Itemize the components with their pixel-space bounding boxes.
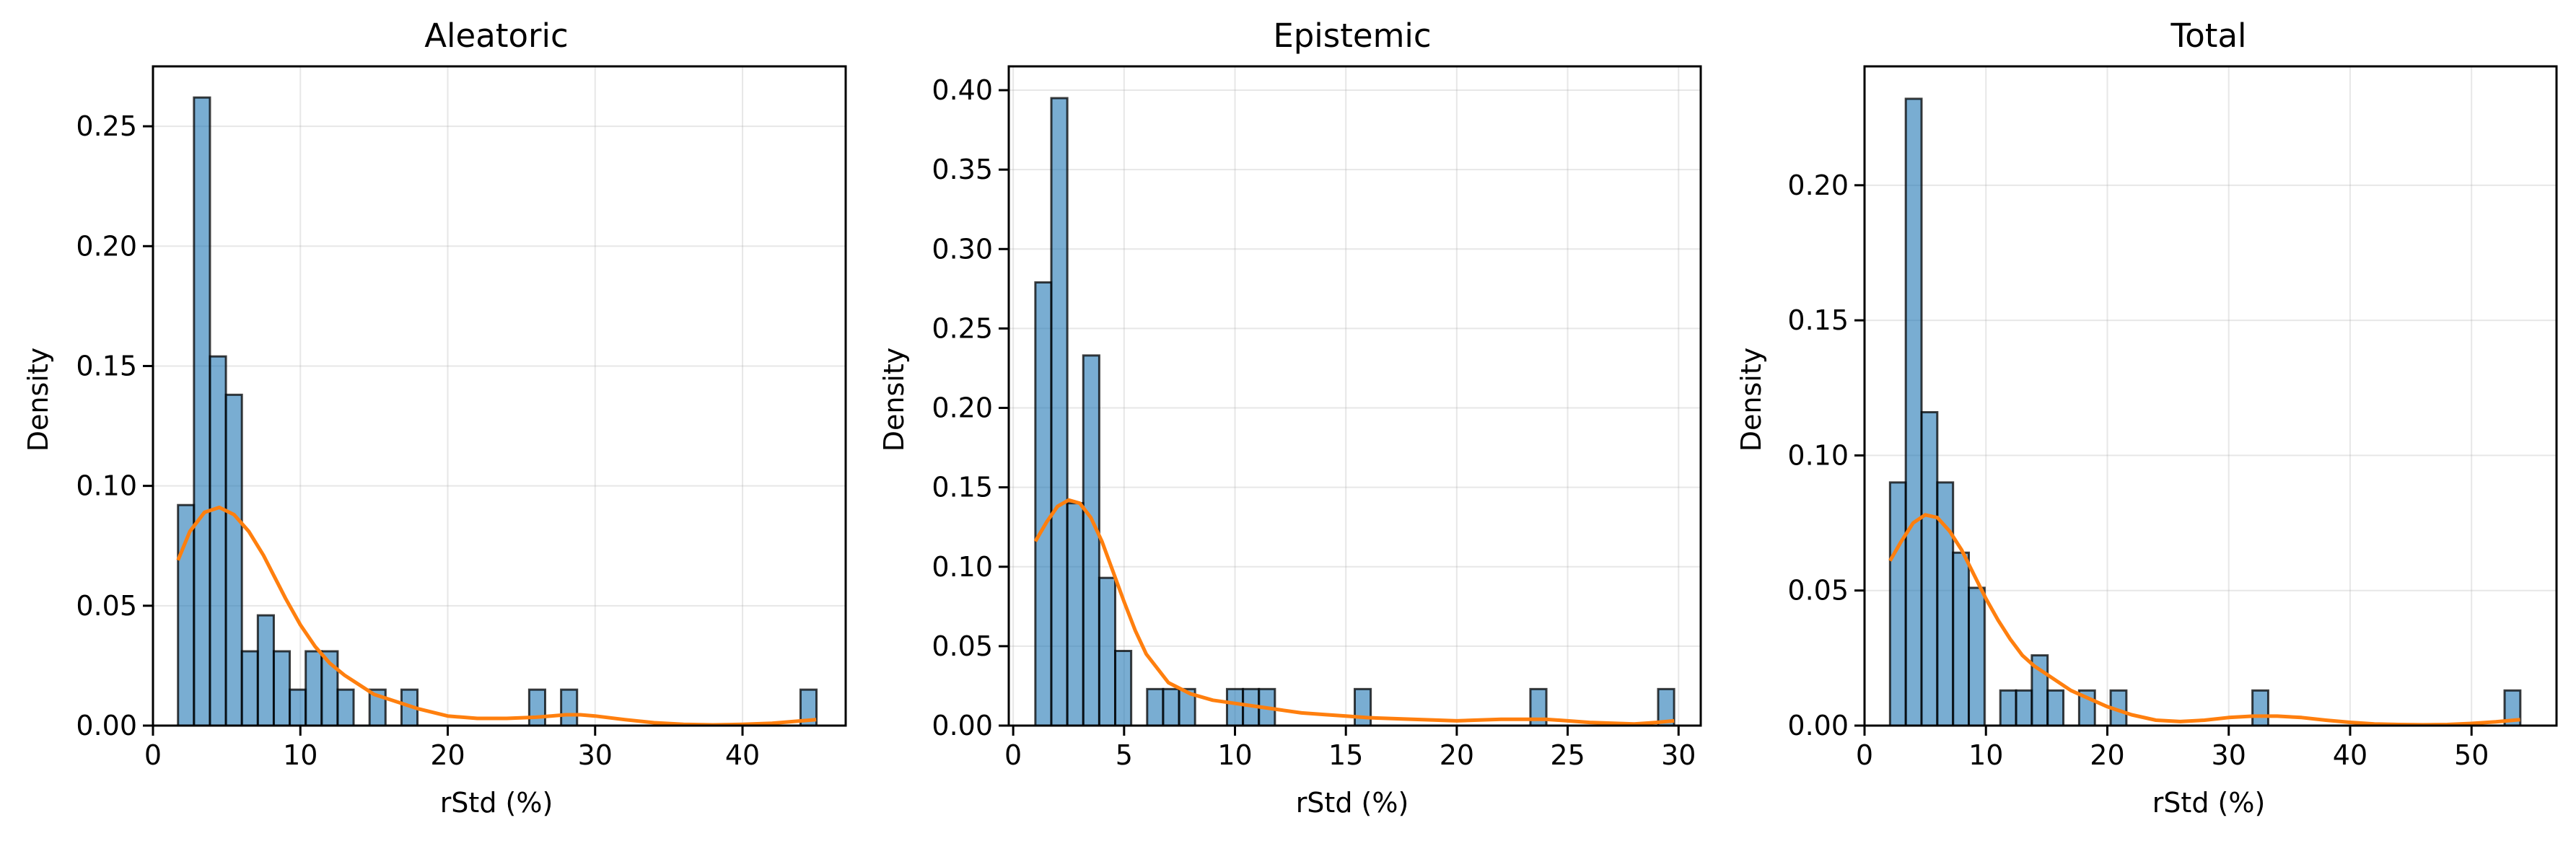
x-tick-label: 0 (1856, 739, 1873, 771)
axes-frame (1863, 65, 2558, 727)
x-tick-label: 0 (1004, 739, 1022, 771)
x-tick-label: 10 (1968, 739, 2003, 771)
y-tick-label: 0.20 (76, 230, 137, 262)
y-tick-label: 0.30 (932, 233, 993, 265)
histogram-bar (1146, 687, 1165, 727)
y-tick-label: 0.05 (1787, 575, 1849, 607)
histogram-bar (224, 393, 243, 727)
y-tick-label: 0.10 (76, 470, 137, 502)
panel-epistemic: Epistemic rStd (%) Density 0 5 10 15 20 25 30 0… (878, 17, 1702, 819)
x-tick-label: 10 (283, 739, 317, 771)
y-tick-label: 0.00 (932, 710, 993, 741)
histogram-bar (289, 688, 307, 727)
y-tick-label: 0.25 (76, 110, 137, 142)
histogram-bar (1162, 687, 1180, 727)
x-tick-label: 30 (578, 739, 613, 771)
y-axis-label: Density (878, 348, 910, 452)
histogram-bar (256, 614, 275, 727)
y-tick-label: 0.05 (932, 630, 993, 662)
y-tick-label: 0.15 (1787, 304, 1849, 336)
x-tick-label: 30 (2212, 739, 2246, 771)
x-tick-label: 15 (1328, 739, 1363, 771)
panel-title: Total (2170, 17, 2246, 55)
histogram-bar (527, 688, 547, 727)
histogram-bar (2015, 689, 2033, 727)
x-tick-label: 5 (1116, 739, 1133, 771)
kde-line (1033, 498, 1675, 726)
kde-line (176, 506, 817, 727)
panel-title: Epistemic (1273, 17, 1431, 55)
histogram-bar (193, 96, 211, 727)
histogram-bar (1354, 687, 1372, 727)
histogram-bar (1225, 687, 1245, 727)
x-tick-label: 30 (1661, 739, 1696, 771)
panel-title: Aleatoric (424, 17, 568, 55)
y-axis-label: Density (22, 348, 54, 452)
histogram-bar (336, 688, 355, 727)
histogram-bar (560, 688, 579, 727)
x-axis-label: rStd (%) (1296, 787, 1409, 819)
x-axis-label: rStd (%) (2152, 787, 2266, 819)
y-tick-label: 0.10 (932, 551, 993, 583)
histogram-bar (1082, 354, 1100, 727)
x-tick-label: 25 (1550, 739, 1585, 771)
histogram-bar (1904, 97, 1923, 727)
x-tick-label: 20 (1440, 739, 1474, 771)
histogram-bar (1114, 649, 1133, 727)
x-axis-label: rStd (%) (440, 787, 553, 819)
panel-aleatoric: Aleatoric rStd (%) Density 0 10 20 30 40 0.00… (22, 17, 847, 819)
histogram-bar (240, 650, 259, 727)
axes-frame (152, 65, 847, 727)
x-tick-label: 20 (2090, 739, 2124, 771)
x-tick-label: 40 (725, 739, 760, 771)
y-tick-label: 0.25 (932, 312, 993, 344)
y-tick-label: 0.40 (932, 74, 993, 106)
x-tick-label: 0 (144, 739, 162, 771)
histogram-bar (2251, 689, 2269, 727)
y-tick-label: 0.00 (76, 710, 137, 741)
histogram-bar (272, 650, 292, 727)
y-tick-label: 0.10 (1787, 439, 1849, 471)
histogram-bar (1098, 576, 1117, 727)
histogram-bar (1968, 586, 1986, 727)
axes-frame (1007, 65, 1702, 727)
panel-total: Total rStd (%) Density 0 10 20 30 40 50 0.00 0.… (1735, 17, 2558, 819)
histogram-bar (2046, 689, 2065, 727)
y-tick-label: 0.20 (1787, 169, 1849, 201)
x-tick-label: 20 (430, 739, 465, 771)
x-tick-label: 40 (2333, 739, 2367, 771)
histogram-bar (1050, 97, 1069, 727)
histogram-bar (1888, 481, 1907, 727)
kde-line (1888, 513, 2520, 727)
y-axis-label: Density (1735, 348, 1767, 452)
y-tick-label: 0.20 (932, 392, 993, 424)
histogram-bar (1066, 502, 1085, 727)
x-tick-label: 50 (2454, 739, 2489, 771)
histogram-bar (1952, 551, 1971, 727)
histogram-bar (1034, 281, 1053, 727)
y-tick-label: 0.35 (932, 154, 993, 185)
x-tick-label: 10 (1217, 739, 1252, 771)
histogram-bar (1999, 689, 2018, 727)
histogram-bar (209, 355, 227, 727)
histogram-bar (305, 650, 323, 727)
y-tick-label: 0.15 (76, 350, 137, 382)
y-tick-label: 0.00 (1787, 710, 1849, 741)
y-tick-label: 0.15 (932, 472, 993, 503)
y-tick-label: 0.05 (76, 590, 137, 622)
histogram-bar (1920, 410, 1939, 727)
